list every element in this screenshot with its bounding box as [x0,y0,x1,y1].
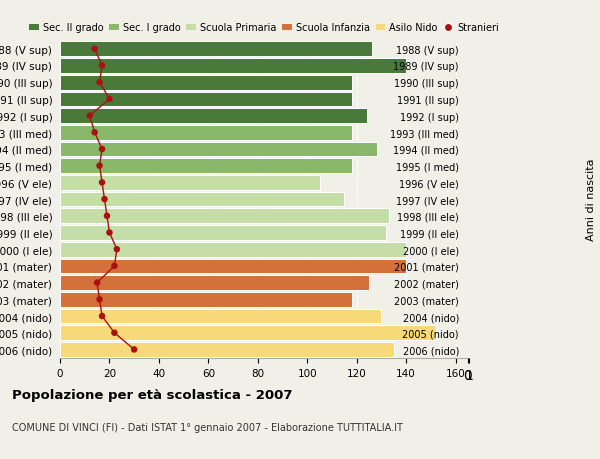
Bar [60,209,389,224]
Point [85,112,94,120]
Point [104,230,114,237]
Point [97,62,107,70]
Bar [60,242,406,257]
Point [92,280,102,287]
Point [97,179,107,187]
Bar [60,309,382,324]
Point [102,213,112,220]
Point [90,46,100,53]
Bar [60,192,344,207]
Bar [60,292,352,307]
Point [110,263,119,270]
Point [130,346,139,353]
Bar [60,276,369,291]
Point [90,129,100,137]
Bar [60,176,320,190]
Bar [60,226,386,241]
Point [112,246,122,253]
Bar [60,142,377,157]
Bar [60,259,406,274]
Bar [60,109,367,123]
Point [95,162,104,170]
Text: COMUNE DI VINCI (FI) - Dati ISTAT 1° gennaio 2007 - Elaborazione TUTTITALIA.IT: COMUNE DI VINCI (FI) - Dati ISTAT 1° gen… [12,422,403,432]
Point [100,196,109,203]
Text: Popolazione per età scolastica - 2007: Popolazione per età scolastica - 2007 [12,388,293,401]
Bar [60,92,352,107]
Point [97,313,107,320]
Bar [60,59,406,73]
Bar [60,326,436,341]
Bar [60,342,394,357]
Legend: Sec. II grado, Sec. I grado, Scuola Primaria, Scuola Infanzia, Asilo Nido, Stran: Sec. II grado, Sec. I grado, Scuola Prim… [29,23,499,34]
Bar [60,42,371,57]
Point [110,330,119,337]
Point [104,96,114,103]
Point [97,146,107,153]
Point [95,79,104,87]
Bar [60,126,352,140]
Point [95,296,104,303]
Text: Anni di nascita: Anni di nascita [586,158,596,241]
Bar [60,159,352,174]
Bar [60,76,352,90]
